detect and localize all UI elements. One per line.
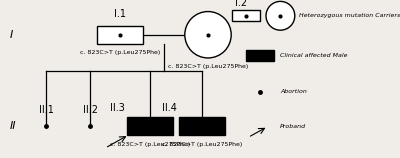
Text: II.4: II.4 — [162, 103, 177, 112]
Text: c. 823C>T (p.Leu275Phe): c. 823C>T (p.Leu275Phe) — [162, 142, 242, 147]
Bar — [127, 117, 173, 135]
Bar — [179, 117, 225, 135]
Text: I.1: I.1 — [114, 9, 126, 19]
Text: II: II — [10, 121, 16, 131]
Bar — [232, 10, 260, 21]
Text: II.2: II.2 — [82, 105, 98, 115]
Text: Heterozygous mutation Carriers: Heterozygous mutation Carriers — [299, 13, 400, 18]
Text: II.3: II.3 — [110, 103, 125, 112]
Text: Proband: Proband — [280, 124, 306, 129]
Ellipse shape — [185, 12, 231, 58]
Text: c. 823C>T (p.Leu275Phe): c. 823C>T (p.Leu275Phe) — [80, 50, 160, 55]
Bar — [97, 26, 143, 44]
Text: Clinical affected Male: Clinical affected Male — [280, 53, 348, 58]
Text: Abortion: Abortion — [280, 89, 307, 94]
Text: I: I — [10, 30, 13, 40]
Ellipse shape — [266, 1, 295, 30]
Text: c. 823C>T (p.Leu275Phe): c. 823C>T (p.Leu275Phe) — [168, 64, 248, 69]
Bar — [246, 50, 274, 61]
Text: c. 823C>T (p.Leu275Phe): c. 823C>T (p.Leu275Phe) — [110, 142, 190, 147]
Text: I.2: I.2 — [235, 0, 247, 8]
Text: II.1: II.1 — [38, 105, 54, 115]
